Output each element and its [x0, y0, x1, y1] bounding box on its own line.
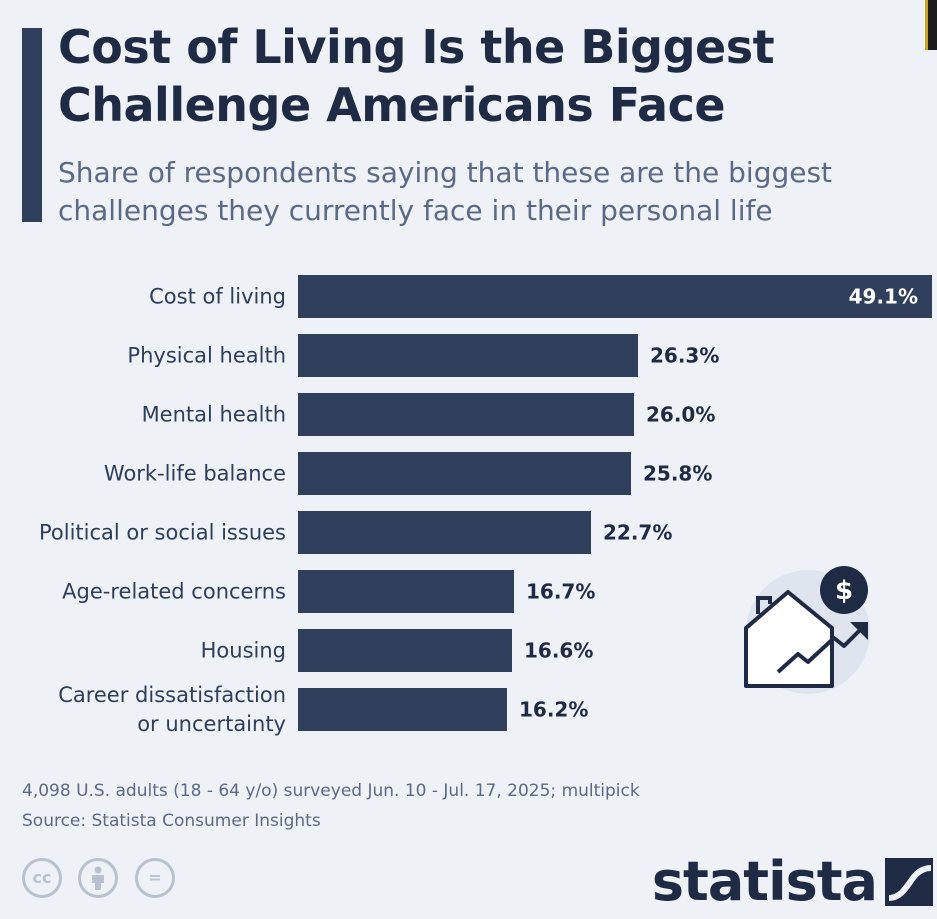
house-rising-cost-icon: $ [744, 566, 870, 694]
category-label-2: Mental health [142, 403, 286, 427]
category-label-5: Age-related concerns [62, 580, 286, 604]
bar-0 [298, 275, 932, 318]
value-label-3: 25.8% [643, 462, 712, 486]
footnote: 4,098 U.S. adults (18 - 64 y/o) surveyed… [22, 776, 640, 836]
chart-title: Cost of Living Is the Biggest Challenge … [58, 20, 775, 132]
statista-mark-icon [885, 858, 933, 906]
bar-6 [298, 629, 512, 672]
value-label-6: 16.6% [524, 639, 593, 663]
title-accent-bar [22, 28, 42, 222]
statista-logo: statista [652, 852, 933, 912]
category-label-0: Cost of living [149, 285, 286, 309]
value-label-2: 26.0% [646, 403, 715, 427]
category-label-4: Political or social issues [39, 521, 286, 545]
value-label-7: 16.2% [519, 698, 588, 722]
bar-chart: Cost of living 49.1% Physical health 26.3% M… [39, 275, 932, 736]
no-derivatives-icon: = [134, 858, 175, 898]
value-label-0: 49.1% [849, 285, 918, 309]
bar-2 [298, 393, 634, 436]
logo-text: statista [651, 850, 878, 913]
category-label-3: Work-life balance [104, 462, 286, 486]
category-label-7: Career dissatisfaction or uncertainty [58, 683, 286, 736]
license-icons: cc = [22, 858, 187, 904]
value-label-4: 22.7% [603, 521, 672, 545]
value-label-5: 16.7% [526, 580, 595, 604]
bar-3 [298, 452, 631, 495]
bar-5 [298, 570, 514, 613]
category-label-1: Physical health [127, 344, 286, 368]
dollar-badge-icon [820, 566, 868, 614]
source-note: Source: Statista Consumer Insights [22, 811, 321, 831]
attribution-icon [78, 858, 119, 898]
chart-subtitle: Share of respondents saying that these a… [58, 156, 833, 227]
value-label-1: 26.3% [650, 344, 719, 368]
category-label-6: Housing [201, 639, 286, 663]
bar-4 [298, 511, 591, 554]
dollar-badge-symbol: $ [835, 576, 853, 606]
cc-icon: cc [22, 858, 62, 898]
bar-7 [298, 688, 507, 731]
corner-thumbnail-edge [925, 0, 937, 50]
bar-1 [298, 334, 638, 377]
survey-note: 4,098 U.S. adults (18 - 64 y/o) surveyed… [22, 781, 640, 801]
